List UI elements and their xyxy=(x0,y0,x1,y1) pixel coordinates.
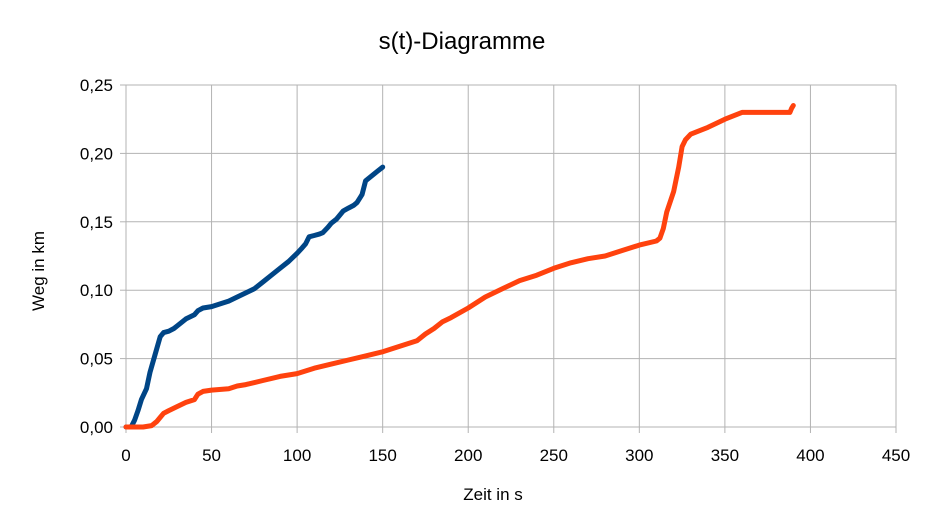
y-tick-label: 0,05 xyxy=(80,350,113,369)
x-tick-label: 250 xyxy=(540,446,568,465)
x-tick-label: 350 xyxy=(711,446,739,465)
x-tick-label: 450 xyxy=(882,446,910,465)
y-tick-label: 0,25 xyxy=(80,76,113,95)
grid xyxy=(120,84,897,433)
y-tick-label: 0,00 xyxy=(80,418,113,437)
y-tick-label: 0,20 xyxy=(80,144,113,163)
x-tick-label: 300 xyxy=(625,446,653,465)
chart-title: s(t)-Diagramme xyxy=(379,28,546,55)
series-line-2 xyxy=(123,103,796,430)
y-tick-label: 0,10 xyxy=(80,281,113,300)
x-tick-label: 150 xyxy=(368,446,396,465)
y-tick-label: 0,15 xyxy=(80,213,113,232)
x-tick-label: 0 xyxy=(121,446,130,465)
x-tick-label: 100 xyxy=(283,446,311,465)
y-axis-ticks: 0,00 0,05 0,10 0,15 0,20 0,25 xyxy=(80,76,113,437)
series-group xyxy=(123,103,796,430)
x-axis-ticks: 0 50 100 150 200 250 300 350 400 450 xyxy=(121,446,910,465)
y-axis-label: Weg in km xyxy=(29,231,48,311)
x-tick-label: 50 xyxy=(202,446,221,465)
x-tick-label: 200 xyxy=(454,446,482,465)
x-axis-label: Zeit in s xyxy=(463,485,523,504)
series-line-1 xyxy=(123,164,386,430)
x-tick-label: 400 xyxy=(796,446,824,465)
